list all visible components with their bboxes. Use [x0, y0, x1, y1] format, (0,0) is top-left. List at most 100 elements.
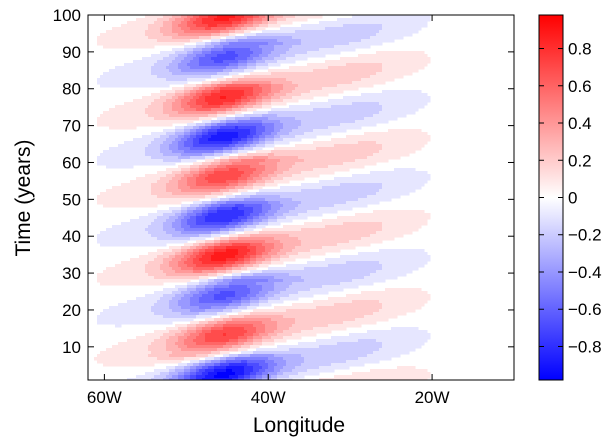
- contour-cell: [127, 27, 131, 31]
- contour-cell: [286, 84, 290, 88]
- contour-cell: [97, 39, 101, 43]
- contour-cell: [97, 42, 101, 46]
- contour-cell: [181, 66, 185, 70]
- contour-cell: [391, 129, 395, 133]
- contour-cell: [148, 21, 152, 25]
- contour-cell: [373, 144, 377, 148]
- contour-cell: [190, 105, 194, 109]
- contour-cell: [319, 114, 323, 118]
- contour-cell: [259, 126, 263, 130]
- contour-cell: [277, 84, 281, 88]
- contour-cell: [379, 153, 383, 157]
- contour-cell: [202, 48, 206, 52]
- contour-cell: [295, 66, 299, 70]
- contour-cell: [358, 33, 362, 37]
- contour-cell: [241, 63, 245, 67]
- contour-cell: [394, 135, 398, 139]
- contour-cell: [178, 159, 182, 163]
- contour-cell: [244, 54, 248, 58]
- contour-cell: [148, 174, 152, 178]
- contour-cell: [352, 45, 356, 49]
- contour-cell: [316, 117, 320, 121]
- contour-cell: [274, 147, 278, 151]
- contour-cell: [400, 129, 404, 133]
- contour-cell: [403, 180, 407, 184]
- contour-cell: [400, 99, 404, 103]
- contour-cell: [238, 87, 242, 91]
- contour-cell: [352, 48, 356, 52]
- contour-cell: [277, 180, 281, 184]
- contour-cell: [322, 75, 326, 79]
- contour-cell: [394, 117, 398, 121]
- contour-cell: [304, 111, 308, 115]
- contour-cell: [235, 75, 239, 79]
- contour-cell: [136, 39, 140, 43]
- contour-cell: [145, 81, 149, 85]
- contour-cell: [373, 63, 377, 67]
- contour-cell: [169, 90, 173, 94]
- contour-cell: [205, 126, 209, 130]
- contour-cell: [262, 57, 266, 61]
- contour-cell: [199, 180, 203, 184]
- contour-cell: [424, 174, 428, 178]
- contour-cell: [172, 96, 176, 100]
- contour-cell: [244, 126, 248, 130]
- contour-cell: [247, 84, 251, 88]
- contour-cell: [133, 72, 137, 76]
- contour-cell: [406, 96, 410, 100]
- contour-cell: [412, 15, 416, 19]
- contour-cell: [418, 15, 422, 19]
- contour-cell: [352, 108, 356, 112]
- contour-cell: [151, 93, 155, 97]
- contour-cell: [235, 78, 239, 82]
- contour-cell: [211, 132, 215, 136]
- contour-cell: [307, 159, 311, 163]
- contour-cell: [340, 114, 344, 118]
- contour-cell: [367, 132, 371, 136]
- contour-cell: [175, 63, 179, 67]
- contour-cell: [145, 72, 149, 76]
- contour-cell: [409, 111, 413, 115]
- contour-cell: [373, 159, 377, 163]
- contour-cell: [325, 93, 329, 97]
- contour-cell: [418, 132, 422, 136]
- contour-cell: [406, 129, 410, 133]
- contour-cell: [316, 171, 320, 175]
- contour-cell: [205, 15, 209, 19]
- contour-cell: [352, 126, 356, 130]
- contour-cell: [343, 153, 347, 157]
- contour-cell: [208, 99, 212, 103]
- contour-cell: [349, 99, 353, 103]
- contour-cell: [199, 123, 203, 127]
- contour-cell: [208, 45, 212, 49]
- contour-cell: [376, 159, 380, 163]
- contour-cell: [322, 39, 326, 43]
- contour-cell: [187, 156, 191, 160]
- contour-cell: [340, 99, 344, 103]
- contour-cell: [271, 36, 275, 40]
- contour-cell: [289, 153, 293, 157]
- contour-cell: [139, 84, 143, 88]
- contour-cell: [100, 120, 104, 124]
- contour-cell: [361, 123, 365, 127]
- contour-cell: [133, 114, 137, 118]
- contour-cell: [193, 108, 197, 112]
- contour-cell: [118, 117, 122, 121]
- contour-cell: [220, 57, 224, 61]
- contour-cell: [301, 57, 305, 61]
- contour-cell: [391, 171, 395, 175]
- contour-cell: [253, 81, 257, 85]
- contour-cell: [151, 141, 155, 145]
- contour-cell: [178, 36, 182, 40]
- contour-cell: [331, 120, 335, 124]
- contour-cell: [217, 75, 221, 79]
- contour-cell: [193, 132, 197, 136]
- contour-cell: [181, 15, 185, 19]
- contour-cell: [256, 72, 260, 76]
- contour-cell: [325, 78, 329, 82]
- contour-cell: [268, 21, 272, 25]
- contour-cell: [211, 36, 215, 40]
- contour-cell: [238, 75, 242, 79]
- contour-cell: [379, 120, 383, 124]
- contour-cell: [403, 174, 407, 178]
